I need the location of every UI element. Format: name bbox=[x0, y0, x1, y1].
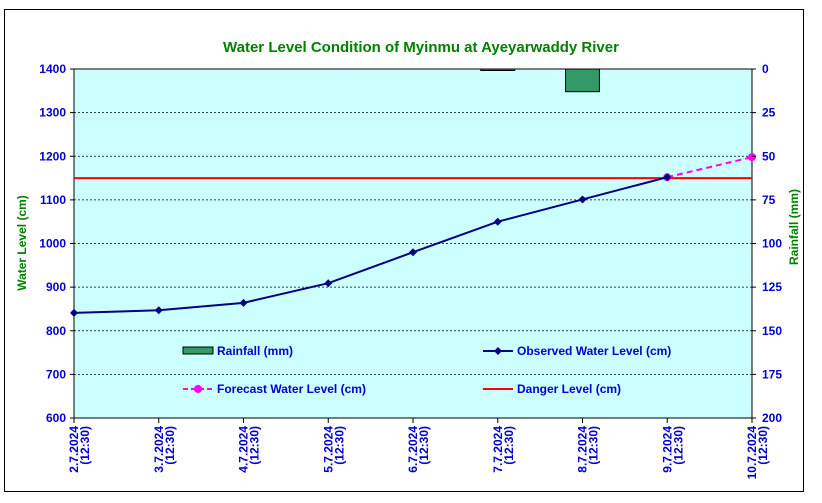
legend-label: Rainfall (mm) bbox=[217, 344, 293, 358]
gridlines bbox=[74, 68, 752, 375]
observed-point bbox=[324, 279, 333, 288]
y-tick-label: 900 bbox=[46, 280, 66, 294]
legend-label: Forecast Water Level (cm) bbox=[217, 382, 366, 396]
observed-point bbox=[154, 306, 163, 315]
observed-point bbox=[493, 217, 502, 226]
x-tick-label: 10.7.2024(12:30) bbox=[745, 426, 770, 480]
x-tick-label: 2.7.2024(12:30) bbox=[67, 426, 92, 473]
y-axis-label: Water Level (cm) bbox=[15, 195, 29, 291]
y2-tick-label: 200 bbox=[762, 411, 782, 425]
x-tick-label: 7.7.2024(12:30) bbox=[491, 426, 516, 473]
chart-title: Water Level Condition of Myinmu at Ayeya… bbox=[223, 39, 619, 56]
rainfall-bar bbox=[565, 68, 600, 93]
legend-label: Danger Level (cm) bbox=[517, 382, 621, 396]
observed-line bbox=[73, 176, 668, 314]
observed-point bbox=[409, 248, 417, 257]
y-tick-label: 1000 bbox=[39, 237, 66, 251]
x-tick-label: 5.7.2024(12:30) bbox=[321, 426, 346, 473]
y2-tick-label: 100 bbox=[762, 237, 782, 251]
x-tick-label: 3.7.2024(12:30) bbox=[152, 426, 177, 473]
y-tick-label: 700 bbox=[46, 367, 66, 381]
forecast-line bbox=[667, 156, 753, 179]
y-tick-label: 1300 bbox=[39, 106, 66, 120]
y2-tick-label: 150 bbox=[762, 324, 782, 338]
legend-swatch-rainfall bbox=[182, 346, 214, 355]
legend-marker-observed bbox=[494, 347, 502, 355]
y-tick-label: 800 bbox=[46, 324, 66, 338]
forecast-point bbox=[748, 153, 756, 162]
y2-tick-label: 50 bbox=[762, 149, 776, 163]
y2-tick-label: 175 bbox=[762, 367, 782, 381]
y2-axis-label: Rainfall (mm) bbox=[787, 189, 801, 265]
y2-tick-label: 75 bbox=[762, 193, 776, 207]
observed-point bbox=[70, 308, 78, 317]
y-tick-label: 600 bbox=[46, 411, 66, 425]
y2-tick-label: 0 bbox=[762, 62, 769, 76]
legend: Rainfall (mm) Observed Water Level (cm) Fo… bbox=[182, 344, 671, 396]
series-lines bbox=[70, 153, 756, 317]
rainfall-bar bbox=[480, 68, 516, 71]
x-tick-label: 8.7.2024(12:30) bbox=[576, 426, 601, 473]
observed-point bbox=[663, 173, 672, 182]
x-tick-label: 4.7.2024(12:30) bbox=[237, 426, 262, 473]
observed-point bbox=[239, 298, 248, 307]
legend-marker-forecast bbox=[194, 385, 202, 393]
x-tick-label: 6.7.2024(12:30) bbox=[406, 426, 431, 473]
x-tick-label: 9.7.2024(12:30) bbox=[660, 426, 685, 473]
y-tick-label: 1400 bbox=[39, 62, 66, 76]
axes: 600 700 800 900 1000 1100 1200 1300 1400 0 25 50 75 1… bbox=[39, 62, 782, 479]
observed-point bbox=[578, 195, 587, 204]
y-tick-label: 1100 bbox=[40, 193, 66, 207]
legend-label: Observed Water Level (cm) bbox=[517, 344, 671, 358]
y-tick-label: 1200 bbox=[39, 149, 66, 163]
y2-tick-label: 125 bbox=[762, 280, 782, 294]
y2-tick-label: 25 bbox=[762, 106, 776, 120]
rainfall-bars bbox=[480, 68, 600, 93]
